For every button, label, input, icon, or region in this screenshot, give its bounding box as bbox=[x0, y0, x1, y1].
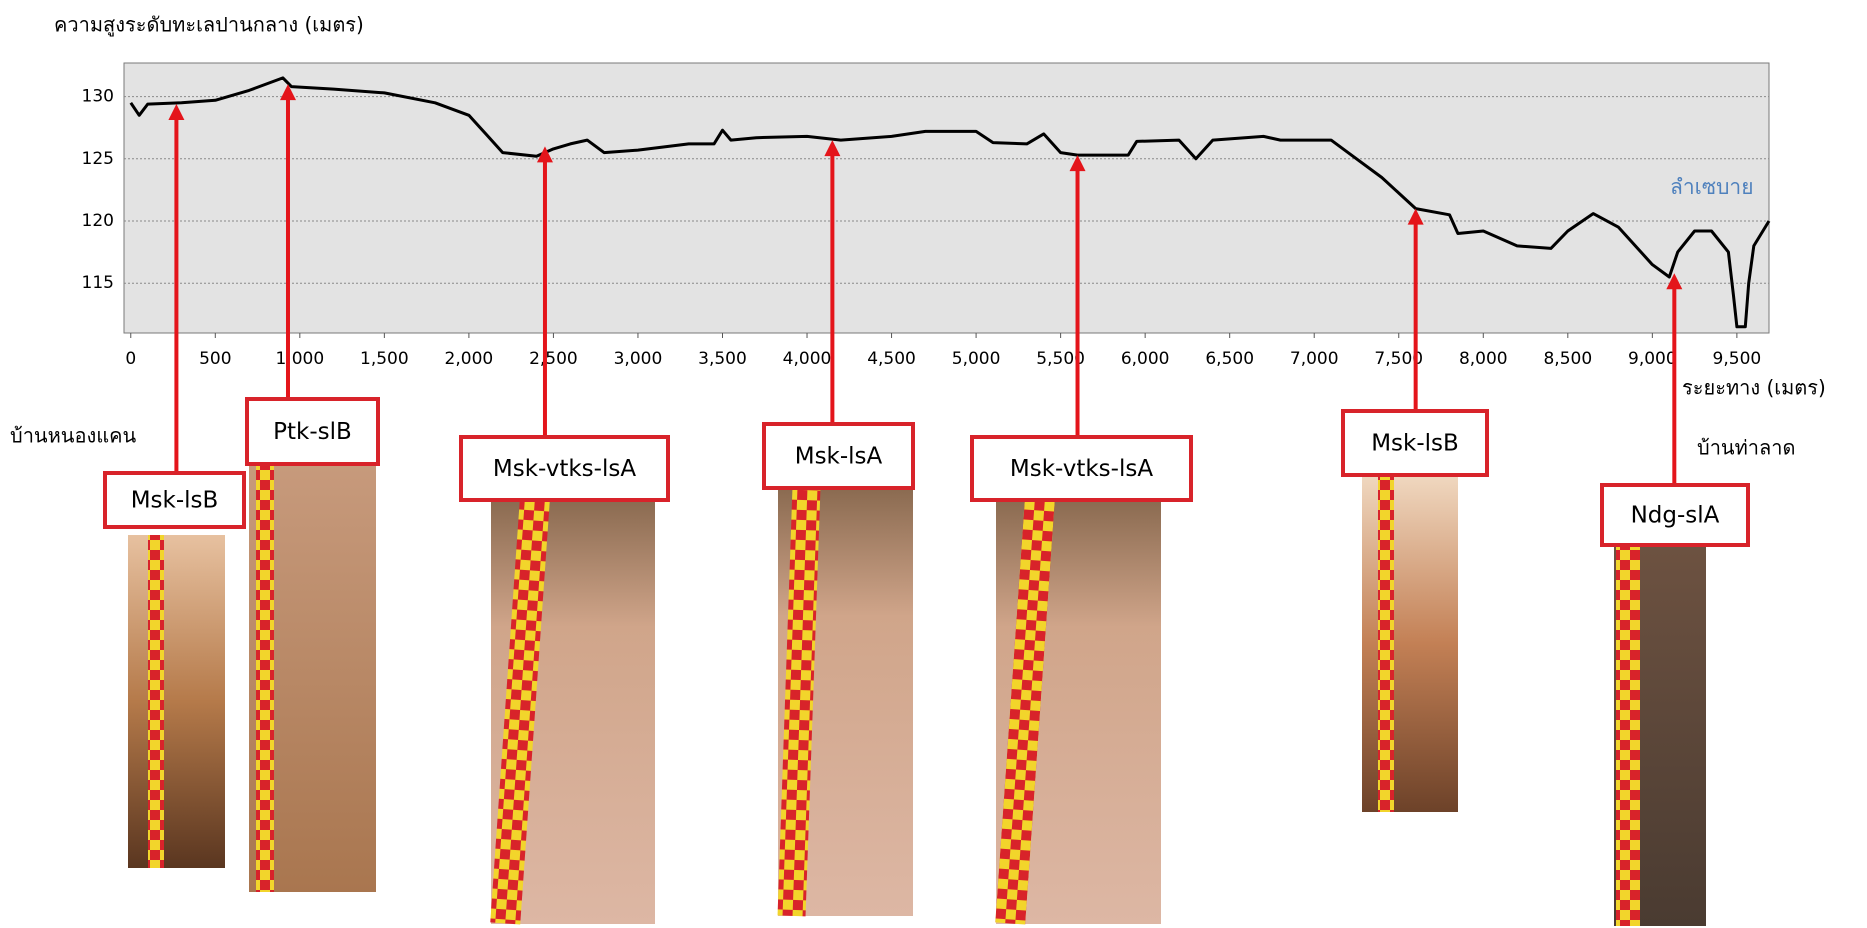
x-tick-label: 2,500 bbox=[529, 349, 578, 369]
annotation-label: Msk-lsB bbox=[131, 488, 219, 514]
tape bbox=[995, 499, 1055, 925]
place-label: บ้านท่าลาด bbox=[1697, 436, 1796, 460]
annotation-box bbox=[1600, 483, 1750, 547]
tape bbox=[777, 487, 821, 917]
x-tick-label: 5,000 bbox=[952, 349, 1001, 369]
tape bbox=[1378, 475, 1394, 812]
x-tick-label: 4,000 bbox=[783, 349, 832, 369]
tape bbox=[148, 535, 164, 868]
annotation-label: Msk-vtks-lsA bbox=[1010, 456, 1153, 482]
x-tick-label: 5,500 bbox=[1036, 349, 1085, 369]
tape bbox=[490, 499, 550, 925]
annotation-box bbox=[762, 422, 915, 490]
tape bbox=[1616, 545, 1640, 926]
y-tick-label: 125 bbox=[82, 149, 114, 169]
annotation-label: Msk-lsB bbox=[1371, 431, 1459, 457]
x-tick-label: 3,000 bbox=[614, 349, 663, 369]
x-tick-label: 9,000 bbox=[1628, 349, 1677, 369]
arrow-head bbox=[1407, 208, 1424, 225]
arrow-head bbox=[1069, 155, 1086, 172]
annotation-label: Msk-lsA bbox=[795, 444, 883, 470]
annotation-label: Ndg-slA bbox=[1631, 503, 1720, 529]
y-tick-label: 120 bbox=[82, 211, 114, 231]
annotation-label: Ptk-slB bbox=[273, 419, 352, 445]
x-tick-label: 4,500 bbox=[867, 349, 916, 369]
arrow-head bbox=[824, 140, 841, 157]
soil-photos bbox=[128, 464, 1706, 926]
x-tick-label: 7,500 bbox=[1374, 349, 1423, 369]
river-label: ลำเซบาย bbox=[1670, 175, 1754, 199]
annotation-box bbox=[970, 435, 1193, 502]
soil-photo bbox=[128, 535, 225, 868]
x-tick-label: 2,000 bbox=[445, 349, 494, 369]
x-tick-label: 9,500 bbox=[1713, 349, 1762, 369]
x-axis-title: ระยะทาง (เมตร) bbox=[1682, 376, 1826, 400]
arrow-head bbox=[536, 146, 553, 163]
x-tick-label: 0 bbox=[125, 349, 136, 369]
y-tick-label: 115 bbox=[82, 273, 114, 293]
arrow-head bbox=[168, 104, 185, 121]
x-tick-label: 3,500 bbox=[698, 349, 747, 369]
x-tick-label: 500 bbox=[199, 349, 231, 369]
x-tick-label: 8,500 bbox=[1543, 349, 1592, 369]
arrow-head bbox=[1666, 273, 1683, 290]
annotation-label: Msk-vtks-lsA bbox=[493, 456, 636, 482]
x-tick-label: 8,000 bbox=[1459, 349, 1508, 369]
annotation-box bbox=[459, 435, 670, 502]
x-tick-label: 6,000 bbox=[1121, 349, 1170, 369]
y-tick-label: 130 bbox=[82, 87, 114, 107]
chart-title: ความสูงระดับทะเลปานกลาง (เมตร) bbox=[54, 13, 364, 38]
annotation-box bbox=[1341, 409, 1489, 477]
elevation-line bbox=[129, 76, 1771, 329]
arrow-head bbox=[279, 84, 296, 101]
annotation-box bbox=[245, 397, 380, 466]
soil-photo bbox=[1362, 475, 1458, 812]
place-label: บ้านหนองแคน bbox=[10, 424, 137, 448]
plot-area bbox=[123, 62, 1770, 334]
x-tick-label: 1,500 bbox=[360, 349, 409, 369]
x-tick-label: 7,000 bbox=[1290, 349, 1339, 369]
tape bbox=[256, 464, 274, 892]
annotation-box bbox=[103, 471, 246, 529]
x-tick-label: 6,500 bbox=[1205, 349, 1254, 369]
x-tick-label: 1,000 bbox=[275, 349, 324, 369]
